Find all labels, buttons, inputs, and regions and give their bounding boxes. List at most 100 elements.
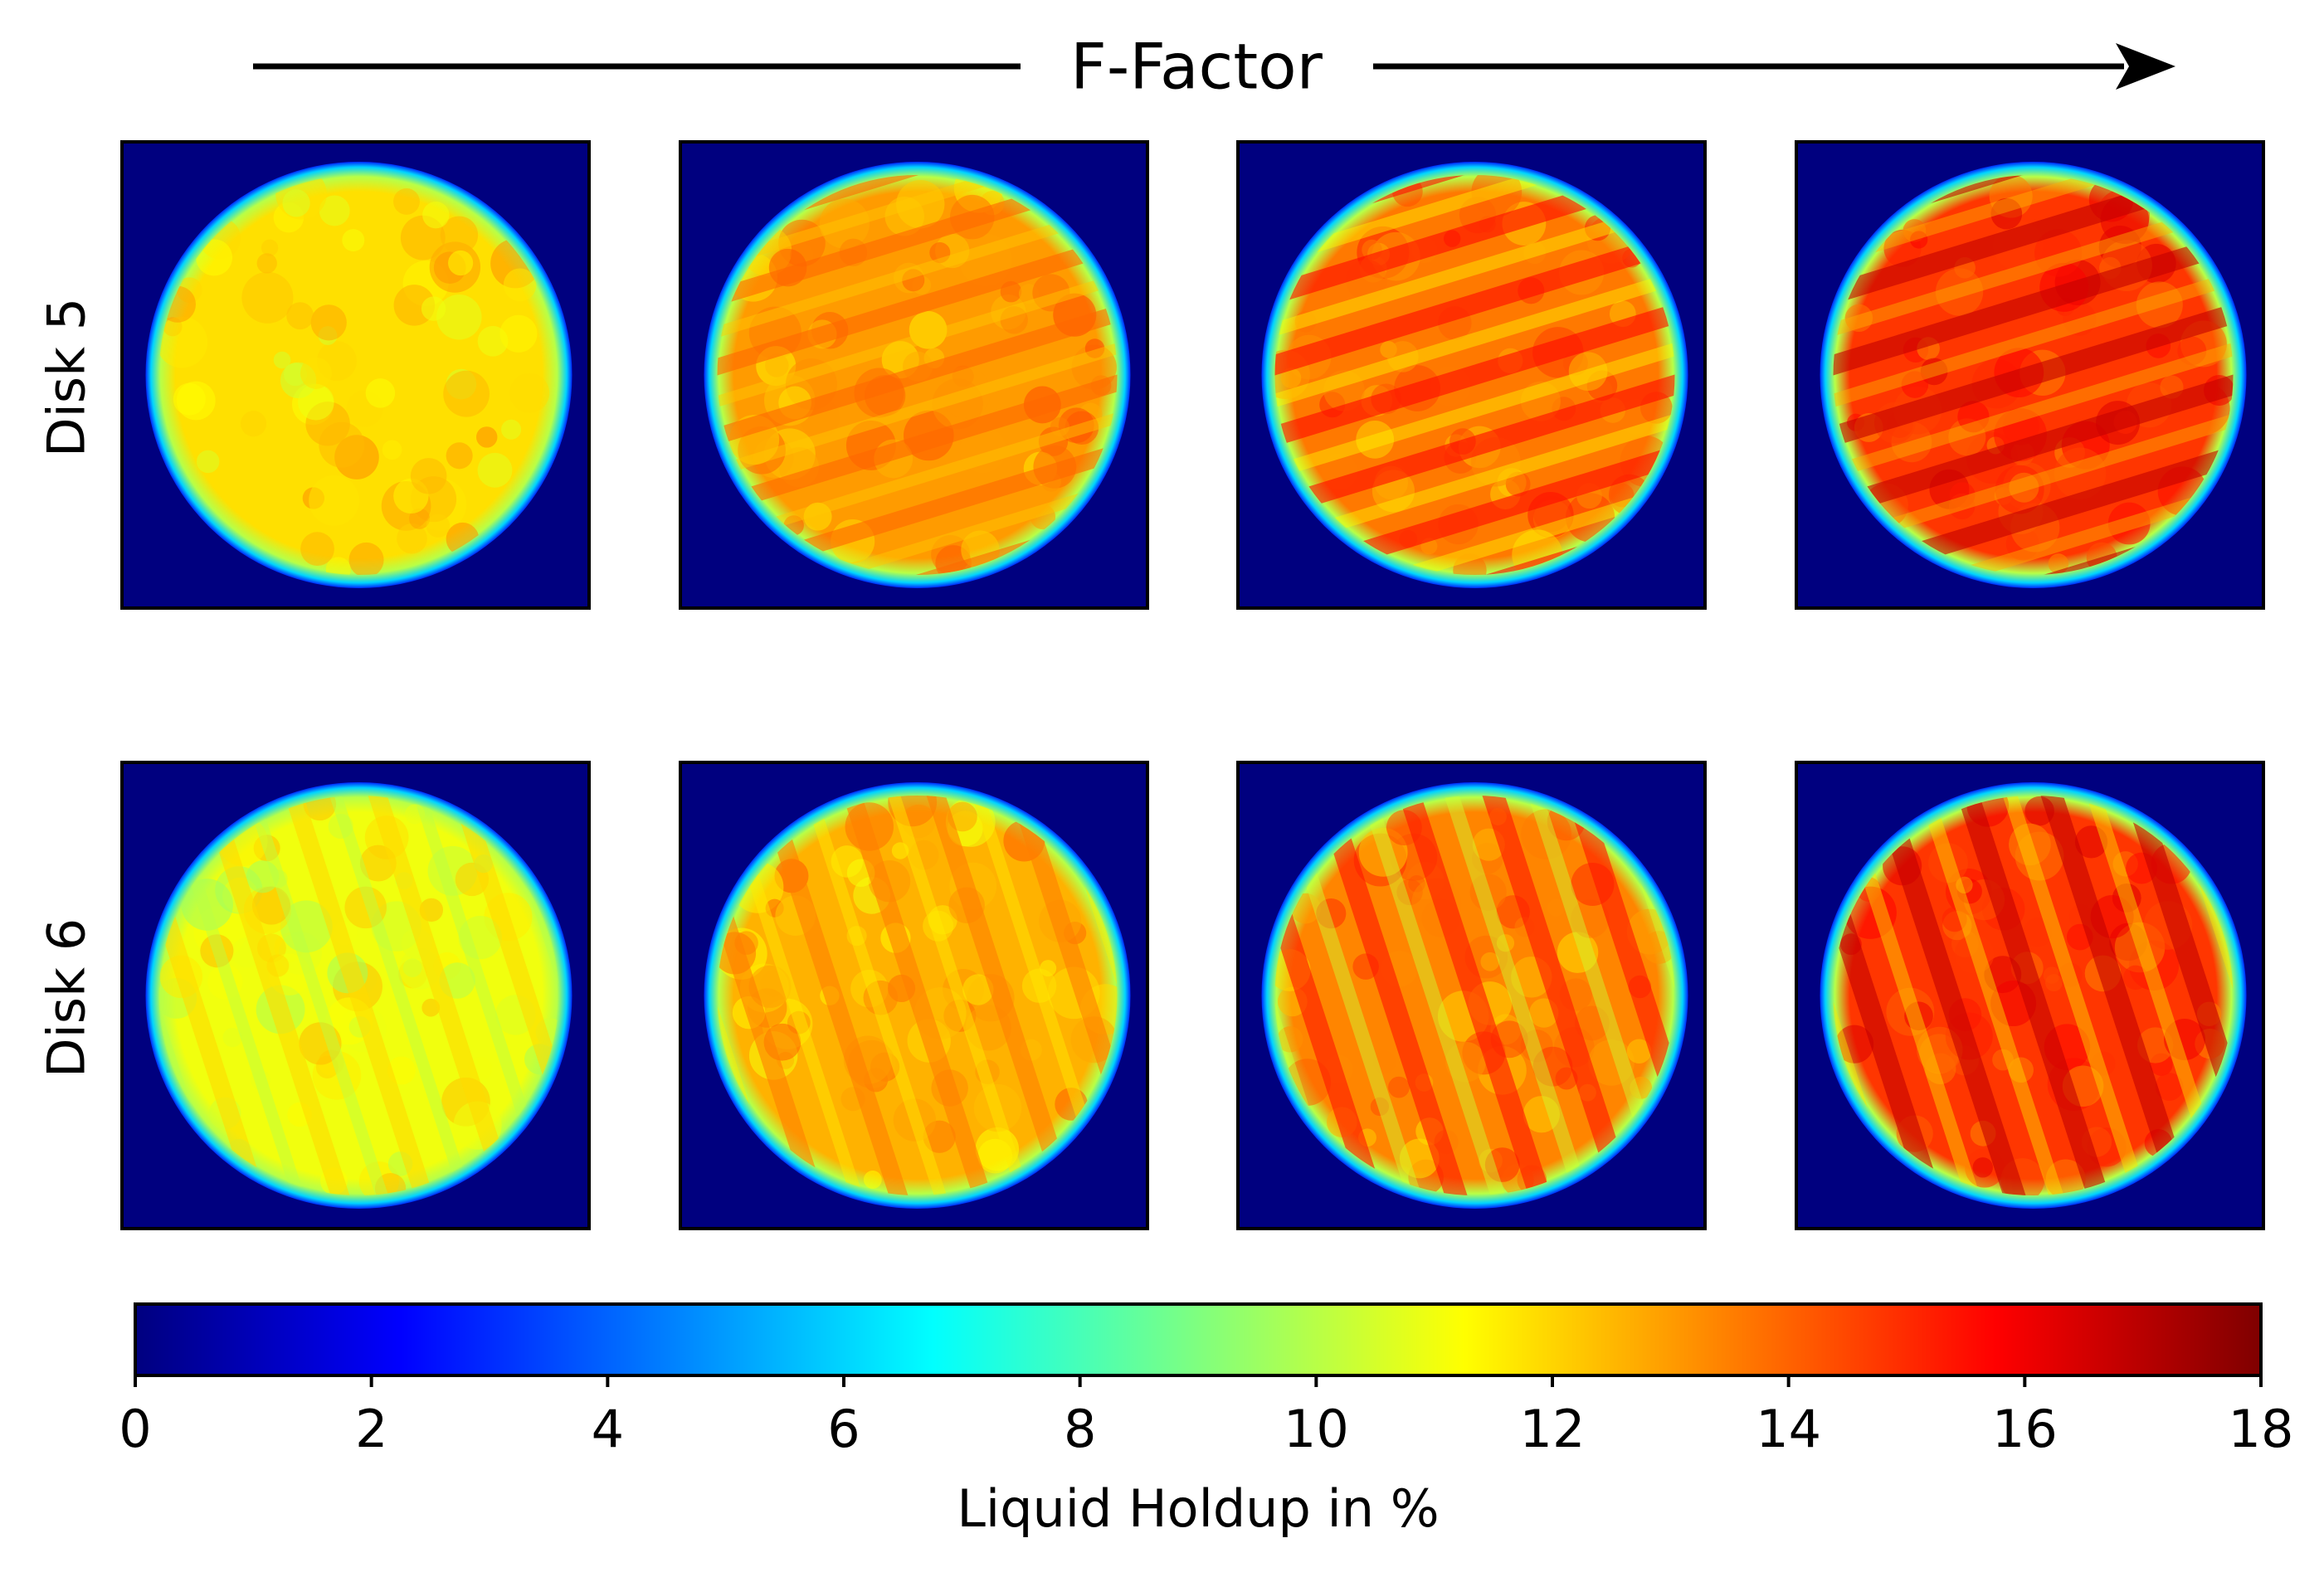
stripe-high xyxy=(1881,814,2034,1195)
holdup-blob xyxy=(948,801,977,832)
holdup-blob xyxy=(1399,1138,1440,1179)
holdup-blob xyxy=(1835,1025,1874,1064)
stripe-low xyxy=(1833,208,2210,347)
disk-holdup-map xyxy=(145,162,572,588)
holdup-blob xyxy=(241,271,294,324)
stripe-high xyxy=(1846,368,2234,513)
holdup-blob xyxy=(246,860,280,893)
stripe-high xyxy=(158,839,282,1195)
stripe-high xyxy=(1866,433,2234,575)
stripe-high xyxy=(717,178,1085,319)
stripe-low xyxy=(2073,796,2220,1164)
holdup-blob xyxy=(1387,341,1419,372)
heatmap-panel xyxy=(1236,140,1707,610)
holdup-blob xyxy=(1032,274,1070,312)
holdup-blob xyxy=(803,502,832,531)
stripe-high xyxy=(994,796,1118,1152)
stripe-high xyxy=(436,796,559,1152)
stripe-high xyxy=(1288,368,1675,513)
holdup-blob xyxy=(1630,1076,1653,1099)
colorbar-tick-label: 18 xyxy=(2229,1399,2294,1459)
stripe-low xyxy=(807,803,952,1195)
holdup-blob xyxy=(902,269,925,292)
holdup-blob xyxy=(299,1022,342,1065)
heatmap-panel xyxy=(1236,761,1707,1230)
holdup-blob xyxy=(863,980,899,1015)
holdup-blob xyxy=(250,1069,271,1090)
holdup-blob xyxy=(1388,1076,1410,1098)
stripe-high xyxy=(2033,796,2185,1177)
holdup-blob xyxy=(893,1098,937,1141)
stripe-low xyxy=(1274,274,1671,411)
holdup-blob xyxy=(1058,407,1094,444)
holdup-blob xyxy=(2107,502,2151,545)
panel-frame xyxy=(679,140,1149,610)
holdup-blob xyxy=(309,475,360,526)
holdup-blob xyxy=(2136,281,2183,329)
holdup-blob xyxy=(2023,918,2053,947)
holdup-blob xyxy=(962,974,994,1005)
panel-frame xyxy=(1795,140,2265,610)
holdup-blob xyxy=(975,1059,1000,1084)
holdup-blob xyxy=(2123,965,2148,991)
holdup-blob xyxy=(443,370,490,417)
disk-texture xyxy=(158,175,550,575)
stripe-high xyxy=(1274,838,1400,1195)
stripe-low xyxy=(1922,802,2068,1195)
holdup-blob xyxy=(421,296,446,321)
colorbar-tick-label: 4 xyxy=(592,1399,624,1459)
holdup-blob xyxy=(1555,1067,1578,1090)
row-label-disk-5: Disk 5 xyxy=(37,298,97,457)
holdup-blob xyxy=(286,302,314,330)
stripe-high xyxy=(1956,796,2110,1195)
stripe-low xyxy=(959,796,1103,1164)
panel-frame xyxy=(679,761,1149,1230)
holdup-blob xyxy=(932,378,983,430)
holdup-blob xyxy=(426,514,451,538)
stripe-low xyxy=(1846,827,1993,1195)
holdup-blob xyxy=(382,440,402,460)
holdup-blob xyxy=(2054,447,2107,499)
holdup-blob xyxy=(273,351,291,369)
holdup-blob xyxy=(1050,417,1069,436)
stripe-low xyxy=(249,803,393,1195)
colorbar-gradient xyxy=(134,1302,2263,1377)
heatmap-panel xyxy=(1795,761,2265,1230)
stripe-high xyxy=(1474,796,1627,1177)
stripe-high xyxy=(918,796,1068,1177)
holdup-blob xyxy=(173,382,206,416)
holdup-blob xyxy=(421,998,441,1017)
stripe-low xyxy=(401,796,544,1164)
holdup-blob xyxy=(1523,241,1547,265)
colorbar-tick-label: 0 xyxy=(119,1399,151,1459)
holdup-blob xyxy=(319,421,365,468)
stripe-high xyxy=(1308,433,1675,575)
holdup-blob xyxy=(1523,1096,1561,1133)
stripe-low xyxy=(1288,827,1435,1195)
stripe-high xyxy=(767,814,917,1195)
holdup-blob xyxy=(896,179,945,229)
holdup-blob xyxy=(1496,934,1515,952)
holdup-blob xyxy=(1990,197,2023,230)
colorbar-tick-label: 14 xyxy=(1756,1399,1821,1459)
holdup-blob xyxy=(240,411,267,437)
holdup-blob xyxy=(393,188,420,215)
holdup-blob xyxy=(158,316,208,368)
holdup-blob xyxy=(2044,974,2063,991)
holdup-blob xyxy=(222,1027,242,1048)
row-label-disk-6: Disk 6 xyxy=(37,918,97,1078)
holdup-blob xyxy=(1557,932,1599,973)
holdup-blob xyxy=(405,804,426,825)
stripe-low xyxy=(1298,403,1675,542)
holdup-blob xyxy=(1957,401,1990,433)
heatmap-panel xyxy=(120,140,591,610)
heatmap-panel xyxy=(1795,140,2265,610)
holdup-blob xyxy=(1372,1050,1396,1074)
stripe-high xyxy=(749,431,1118,572)
holdup-blob xyxy=(348,542,384,575)
stripe-low xyxy=(721,338,1118,475)
holdup-blob xyxy=(1935,268,1984,316)
f-factor-arrow: F-Factor xyxy=(253,30,2175,104)
stripe-high xyxy=(1274,303,1675,447)
